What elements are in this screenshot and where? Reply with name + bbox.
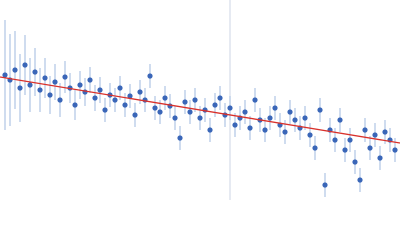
data-point — [367, 145, 373, 151]
data-point — [262, 127, 268, 133]
data-point — [77, 82, 83, 88]
data-point — [242, 109, 248, 115]
data-point — [42, 75, 48, 81]
data-point — [287, 109, 293, 115]
data-point — [102, 107, 108, 113]
data-point — [192, 97, 198, 103]
data-point — [117, 85, 123, 91]
data-point — [92, 95, 98, 101]
data-point — [282, 129, 288, 135]
data-point — [362, 127, 368, 133]
data-point — [307, 132, 313, 138]
data-point — [152, 105, 158, 111]
data-point — [2, 72, 8, 78]
data-point — [332, 137, 338, 143]
data-point — [232, 122, 238, 128]
data-point — [207, 127, 213, 133]
data-point — [312, 145, 318, 151]
data-point — [32, 69, 38, 75]
data-point — [72, 102, 78, 108]
data-point — [57, 97, 63, 103]
data-point — [292, 117, 298, 123]
data-point — [252, 97, 258, 103]
data-point — [372, 132, 378, 138]
data-point — [177, 135, 183, 141]
data-point — [347, 137, 353, 143]
fit-line — [0, 76, 400, 144]
data-point — [37, 87, 43, 93]
data-point — [97, 87, 103, 93]
data-point — [87, 77, 93, 83]
data-point — [172, 115, 178, 121]
data-point — [182, 99, 188, 105]
data-point — [212, 102, 218, 108]
data-point — [337, 117, 343, 123]
data-point — [272, 105, 278, 111]
data-point — [197, 115, 203, 121]
data-point — [52, 79, 58, 85]
data-point — [377, 155, 383, 161]
data-point — [267, 115, 273, 121]
data-point — [127, 93, 133, 99]
data-point — [12, 67, 18, 73]
chart — [0, 0, 400, 200]
data-point — [302, 115, 308, 121]
data-point — [382, 129, 388, 135]
data-point — [137, 89, 143, 95]
data-point — [112, 97, 118, 103]
data-point — [357, 177, 363, 183]
data-point — [342, 147, 348, 153]
data-point — [352, 159, 358, 165]
data-point — [317, 107, 323, 113]
data-point — [22, 62, 28, 68]
data-point — [17, 85, 23, 91]
data-point — [392, 147, 398, 153]
data-point — [247, 125, 253, 131]
data-point — [27, 82, 33, 88]
data-point — [47, 92, 53, 98]
data-point — [187, 109, 193, 115]
data-point — [322, 182, 328, 188]
data-point — [162, 95, 168, 101]
data-point — [122, 102, 128, 108]
data-point — [132, 112, 138, 118]
data-point — [62, 74, 68, 80]
data-point — [157, 109, 163, 115]
data-point — [217, 95, 223, 101]
data-point — [147, 73, 153, 79]
data-point — [227, 105, 233, 111]
